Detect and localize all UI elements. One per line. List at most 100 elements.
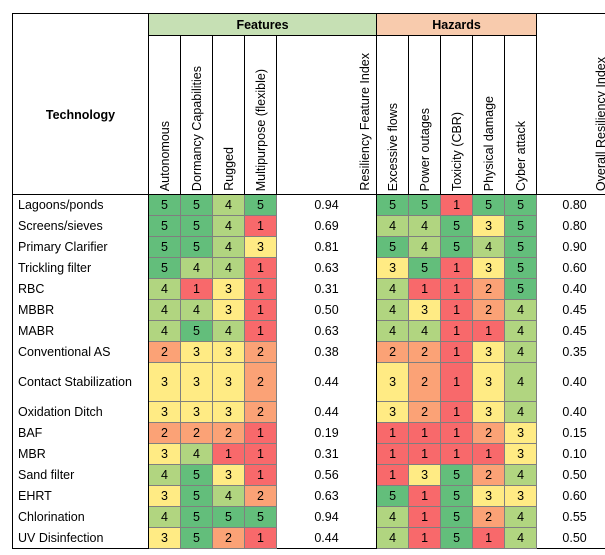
hazard-score: 5 <box>440 215 474 237</box>
hazard-score: 1 <box>440 422 474 444</box>
table-row: RBC 4 1 3 1 0.31 4 1 1 2 5 0.40 <box>12 278 605 300</box>
technology-name: Conventional AS <box>12 341 149 363</box>
resiliency-feature-index-value: 0.19 <box>275 422 378 444</box>
feature-score: 2 <box>148 422 181 444</box>
overall-resiliency-index-value: 0.15 <box>536 422 605 444</box>
overall-resiliency-index-value: 0.90 <box>536 236 605 258</box>
feature-score: 4 <box>148 320 181 342</box>
feature-score: 2 <box>244 401 277 423</box>
hazard-score: 1 <box>440 362 474 402</box>
technology-name: Sand filter <box>12 464 149 486</box>
feature-score: 3 <box>212 278 245 300</box>
hazard-score: 4 <box>504 320 538 342</box>
feature-score: 2 <box>244 362 277 402</box>
overall-resiliency-index-value: 0.50 <box>536 464 605 486</box>
resiliency-feature-index-value: 0.94 <box>275 506 378 528</box>
hazard-score: 5 <box>376 194 410 216</box>
feature-score: 4 <box>180 443 213 465</box>
hazard-score: 1 <box>472 527 506 549</box>
hazard-score: 4 <box>504 506 538 528</box>
technology-name: EHRT <box>12 485 149 507</box>
table-row: MBBR 4 4 3 1 0.50 4 3 1 2 4 0.45 <box>12 299 605 321</box>
overall-resiliency-index-value: 0.45 <box>536 320 605 342</box>
hazard-score: 1 <box>440 278 474 300</box>
hazard-score: 2 <box>472 278 506 300</box>
feature-score: 3 <box>212 401 245 423</box>
feature-score: 3 <box>180 362 213 402</box>
hazard-score: 1 <box>472 443 506 465</box>
feature-col-header-rugged: Rugged <box>212 35 245 195</box>
hazard-score: 2 <box>408 401 442 423</box>
hazard-score: 3 <box>376 362 410 402</box>
hazard-score: 3 <box>472 401 506 423</box>
feature-score: 5 <box>180 194 213 216</box>
hazard-col-header-power-outages: Power outages <box>408 35 442 195</box>
resiliency-feature-index-value: 0.44 <box>275 362 378 402</box>
feature-score: 5 <box>148 236 181 258</box>
hazard-score: 3 <box>408 464 442 486</box>
hazard-score: 3 <box>472 485 506 507</box>
hazard-score: 1 <box>472 320 506 342</box>
hazard-score: 1 <box>440 194 474 216</box>
feature-score: 3 <box>180 401 213 423</box>
overall-resiliency-index-value: 0.10 <box>536 443 605 465</box>
table-row: Contact Stabilization 3 3 3 2 0.44 3 2 1 3 4 0.40 <box>12 362 605 402</box>
hazard-score: 2 <box>472 464 506 486</box>
feature-score: 4 <box>148 506 181 528</box>
resiliency-feature-index-value: 0.63 <box>275 257 378 279</box>
feature-score: 1 <box>180 278 213 300</box>
resiliency-feature-index-value: 0.63 <box>275 320 378 342</box>
feature-score: 5 <box>180 506 213 528</box>
table-row: BAF 2 2 2 1 0.19 1 1 1 2 3 0.15 <box>12 422 605 444</box>
hazard-score: 4 <box>376 278 410 300</box>
feature-score: 5 <box>148 215 181 237</box>
resiliency-table: Features Hazards Technology Autonomous D… <box>12 13 605 549</box>
technology-name: Oxidation Ditch <box>12 401 149 423</box>
table-row: MABR 4 5 4 1 0.63 4 4 1 1 4 0.45 <box>12 320 605 342</box>
feature-score: 1 <box>244 320 277 342</box>
feature-score: 2 <box>212 422 245 444</box>
table-row: Conventional AS 2 3 3 2 0.38 2 2 1 3 4 0.35 <box>12 341 605 363</box>
overall-resiliency-index-value: 0.40 <box>536 362 605 402</box>
resiliency-feature-index-value: 0.44 <box>275 527 378 549</box>
hazard-score: 3 <box>504 443 538 465</box>
table-row: Lagoons/ponds 5 5 4 5 0.94 5 5 1 5 5 0.80 <box>12 194 605 216</box>
hazard-score: 2 <box>408 362 442 402</box>
feature-score: 2 <box>244 341 277 363</box>
feature-score: 1 <box>244 299 277 321</box>
hazard-score: 4 <box>504 527 538 549</box>
technology-name: Lagoons/ponds <box>12 194 149 216</box>
hazard-score: 4 <box>408 215 442 237</box>
feature-score: 3 <box>212 299 245 321</box>
feature-col-header-multipurpose: Multipurpose (flexible) <box>244 35 277 195</box>
overall-resiliency-index-value: 0.55 <box>536 506 605 528</box>
feature-score: 1 <box>244 215 277 237</box>
hazard-score: 1 <box>408 278 442 300</box>
hazard-score: 5 <box>504 215 538 237</box>
corner-cell <box>12 13 149 36</box>
hazard-score: 5 <box>440 485 474 507</box>
feature-score: 5 <box>180 485 213 507</box>
hazard-score: 1 <box>440 401 474 423</box>
feature-score: 5 <box>244 194 277 216</box>
feature-score: 3 <box>148 362 181 402</box>
feature-score: 1 <box>244 464 277 486</box>
feature-score: 3 <box>148 401 181 423</box>
technology-name: MBBR <box>12 299 149 321</box>
feature-score: 3 <box>244 236 277 258</box>
hazard-score: 2 <box>408 341 442 363</box>
resiliency-feature-index-value: 0.38 <box>275 341 378 363</box>
feature-score: 3 <box>212 464 245 486</box>
hazard-score: 4 <box>376 527 410 549</box>
table-row: Screens/sieves 5 5 4 1 0.69 4 4 5 3 5 0.80 <box>12 215 605 237</box>
hazard-score: 2 <box>376 341 410 363</box>
table-row: Oxidation Ditch 3 3 3 2 0.44 3 2 1 3 4 0.40 <box>12 401 605 423</box>
feature-score: 4 <box>148 464 181 486</box>
hazard-score: 5 <box>408 257 442 279</box>
feature-score: 4 <box>212 320 245 342</box>
feature-score: 4 <box>212 194 245 216</box>
table-row: Chlorination 4 5 5 5 0.94 4 1 5 2 4 0.55 <box>12 506 605 528</box>
hazard-score: 3 <box>472 362 506 402</box>
hazard-score: 1 <box>408 485 442 507</box>
hazard-score: 5 <box>440 527 474 549</box>
